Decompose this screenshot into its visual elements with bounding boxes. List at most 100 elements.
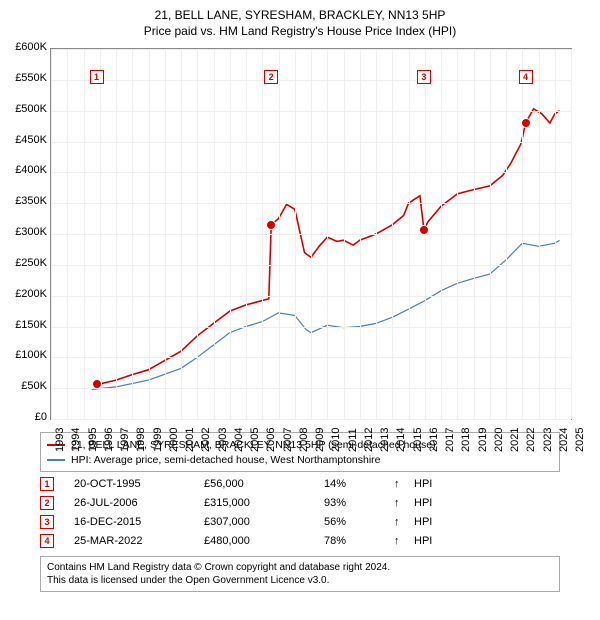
sales-row-num: 2 <box>40 496 54 510</box>
sales-row-date: 20-OCT-1995 <box>74 478 204 490</box>
y-axis-label: £100K <box>2 349 47 361</box>
x-axis-label: 1993 <box>54 428 66 452</box>
x-axis-label: 2001 <box>184 428 196 452</box>
arrow-up-icon: ↑ <box>394 535 414 547</box>
gridline-v <box>67 49 68 419</box>
x-axis-label: 2002 <box>200 428 212 452</box>
x-axis-label: 2014 <box>395 428 407 452</box>
x-axis-label: 2025 <box>574 428 586 452</box>
sale-marker-dot-4 <box>521 118 531 128</box>
gridline-v <box>392 49 393 419</box>
sales-table: 120-OCT-1995£56,00014%↑HPI226-JUL-2006£3… <box>40 474 560 550</box>
sale-marker-box-1: 1 <box>90 70 104 84</box>
sales-row-hpi-label: HPI <box>414 516 454 528</box>
gridline-v <box>376 49 377 419</box>
sales-row-price: £307,000 <box>204 516 324 528</box>
y-axis-label: £0 <box>2 411 47 423</box>
sale-marker-dot-3 <box>419 225 429 235</box>
legend-label-hpi: HPI: Average price, semi-detached house,… <box>71 454 381 466</box>
gridline-v <box>539 49 540 419</box>
gridline-v <box>311 49 312 419</box>
x-axis-label: 1996 <box>103 428 115 452</box>
y-axis-label: £300K <box>2 226 47 238</box>
sales-row-date: 16-DEC-2015 <box>74 516 204 528</box>
sales-row-num: 3 <box>40 515 54 529</box>
sales-row-price: £315,000 <box>204 497 324 509</box>
arrow-up-icon: ↑ <box>394 497 414 509</box>
legend-item-hpi: HPI: Average price, semi-detached house,… <box>47 452 553 467</box>
sales-row-hpi-label: HPI <box>414 497 454 509</box>
sales-row-pct: 78% <box>324 535 394 547</box>
sales-row-pct: 14% <box>324 478 394 490</box>
sales-row-pct: 93% <box>324 497 394 509</box>
x-axis-label: 2015 <box>412 428 424 452</box>
x-axis-label: 2019 <box>477 428 489 452</box>
y-axis-label: £400K <box>2 164 47 176</box>
gridline-v <box>409 49 410 419</box>
sales-row-num: 4 <box>40 534 54 548</box>
sales-row-hpi-label: HPI <box>414 478 454 490</box>
arrow-up-icon: ↑ <box>394 478 414 490</box>
x-axis-label: 2016 <box>428 428 440 452</box>
gridline-v <box>51 49 52 419</box>
gridline-v <box>506 49 507 419</box>
x-axis-label: 2003 <box>217 428 229 452</box>
x-axis-label: 2012 <box>363 428 375 452</box>
x-axis-label: 2011 <box>347 428 359 452</box>
x-axis-label: 2009 <box>314 428 326 452</box>
x-axis-label: 2018 <box>460 428 472 452</box>
arrow-up-icon: ↑ <box>394 516 414 528</box>
gridline-v <box>116 49 117 419</box>
x-axis-label: 2005 <box>249 428 261 452</box>
x-axis-label: 1998 <box>135 428 147 452</box>
x-axis-label: 2013 <box>379 428 391 452</box>
x-axis-label: 2017 <box>444 428 456 452</box>
x-axis-label: 2021 <box>509 428 521 452</box>
y-axis-label: £200K <box>2 288 47 300</box>
sales-row-pct: 56% <box>324 516 394 528</box>
gridline-v <box>165 49 166 419</box>
gridline-v <box>344 49 345 419</box>
gridline-v <box>214 49 215 419</box>
gridline-v <box>262 49 263 419</box>
x-axis-label: 2000 <box>168 428 180 452</box>
sale-marker-box-4: 4 <box>519 70 533 84</box>
y-axis-label: £350K <box>2 195 47 207</box>
sales-row-4: 425-MAR-2022£480,00078%↑HPI <box>40 531 560 550</box>
x-axis-label: 1995 <box>87 428 99 452</box>
x-axis-label: 2023 <box>542 428 554 452</box>
footer-box: Contains HM Land Registry data © Crown c… <box>40 556 560 592</box>
chart-plot-area: 1234 <box>50 48 572 420</box>
sales-row-2: 226-JUL-2006£315,00093%↑HPI <box>40 493 560 512</box>
gridline-h <box>51 419 571 420</box>
gridline-v <box>555 49 556 419</box>
legend-swatch-hpi <box>47 459 65 461</box>
x-axis-label: 2022 <box>525 428 537 452</box>
gridline-v <box>181 49 182 419</box>
sale-marker-dot-1 <box>92 379 102 389</box>
sales-row-num: 1 <box>40 477 54 491</box>
gridline-v <box>149 49 150 419</box>
y-axis-label: £50K <box>2 380 47 392</box>
x-axis-label: 1999 <box>152 428 164 452</box>
sales-row-price: £56,000 <box>204 478 324 490</box>
gridline-v <box>441 49 442 419</box>
gridline-v <box>279 49 280 419</box>
sale-marker-box-3: 3 <box>417 70 431 84</box>
gridline-v <box>474 49 475 419</box>
x-axis-label: 2008 <box>298 428 310 452</box>
gridline-v <box>84 49 85 419</box>
gridline-v <box>246 49 247 419</box>
y-axis-label: £450K <box>2 134 47 146</box>
gridline-v <box>522 49 523 419</box>
sales-row-3: 3 16-DEC-2015£307,00056%↑HPI <box>40 512 560 531</box>
gridline-v <box>197 49 198 419</box>
y-axis-label: £600K <box>2 41 47 53</box>
y-axis-label: £550K <box>2 72 47 84</box>
x-axis-label: 2007 <box>282 428 294 452</box>
y-axis-label: £500K <box>2 103 47 115</box>
footer-line-2: This data is licensed under the Open Gov… <box>47 574 553 587</box>
sales-row-price: £480,000 <box>204 535 324 547</box>
chart-title: 21, BELL LANE, SYRESHAM, BRACKLEY, NN13 … <box>0 8 600 22</box>
gridline-v <box>571 49 572 419</box>
